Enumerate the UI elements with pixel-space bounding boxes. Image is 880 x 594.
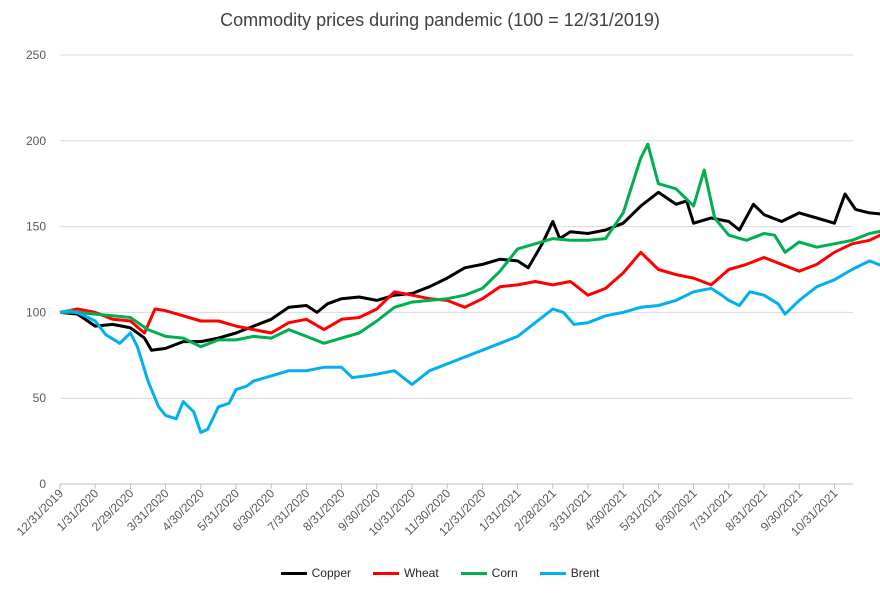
- legend-label: Corn: [491, 566, 518, 580]
- legend-label: Brent: [570, 566, 600, 580]
- chart-title: Commodity prices during pandemic (100 = …: [220, 10, 660, 30]
- legend-item-copper: Copper: [280, 566, 351, 580]
- y-tick-label: 150: [26, 220, 46, 234]
- legend-label: Copper: [311, 566, 351, 580]
- series-line-copper: [59, 190, 880, 352]
- legend-item-corn: Corn: [460, 566, 518, 580]
- legend-swatch: [280, 571, 307, 575]
- y-tick-label: 0: [39, 477, 46, 491]
- legend-swatch: [372, 571, 399, 575]
- legend: Copper Wheat Corn Brent: [0, 566, 880, 580]
- legend-item-wheat: Wheat: [372, 566, 439, 580]
- x-tick-label: 12/31/2019: [14, 486, 67, 539]
- series-line-wheat: [59, 233, 880, 335]
- y-tick-label: 50: [33, 391, 47, 405]
- series-line-corn: [60, 142, 880, 349]
- legend-item-brent: Brent: [539, 566, 600, 580]
- y-tick-label: 100: [26, 305, 46, 319]
- y-tick-label: 250: [26, 48, 46, 62]
- y-tick-label: 200: [26, 134, 46, 148]
- legend-swatch: [460, 571, 487, 575]
- legend-label: Wheat: [403, 566, 439, 580]
- series-line-brent: [59, 259, 880, 434]
- legend-swatch: [539, 571, 566, 575]
